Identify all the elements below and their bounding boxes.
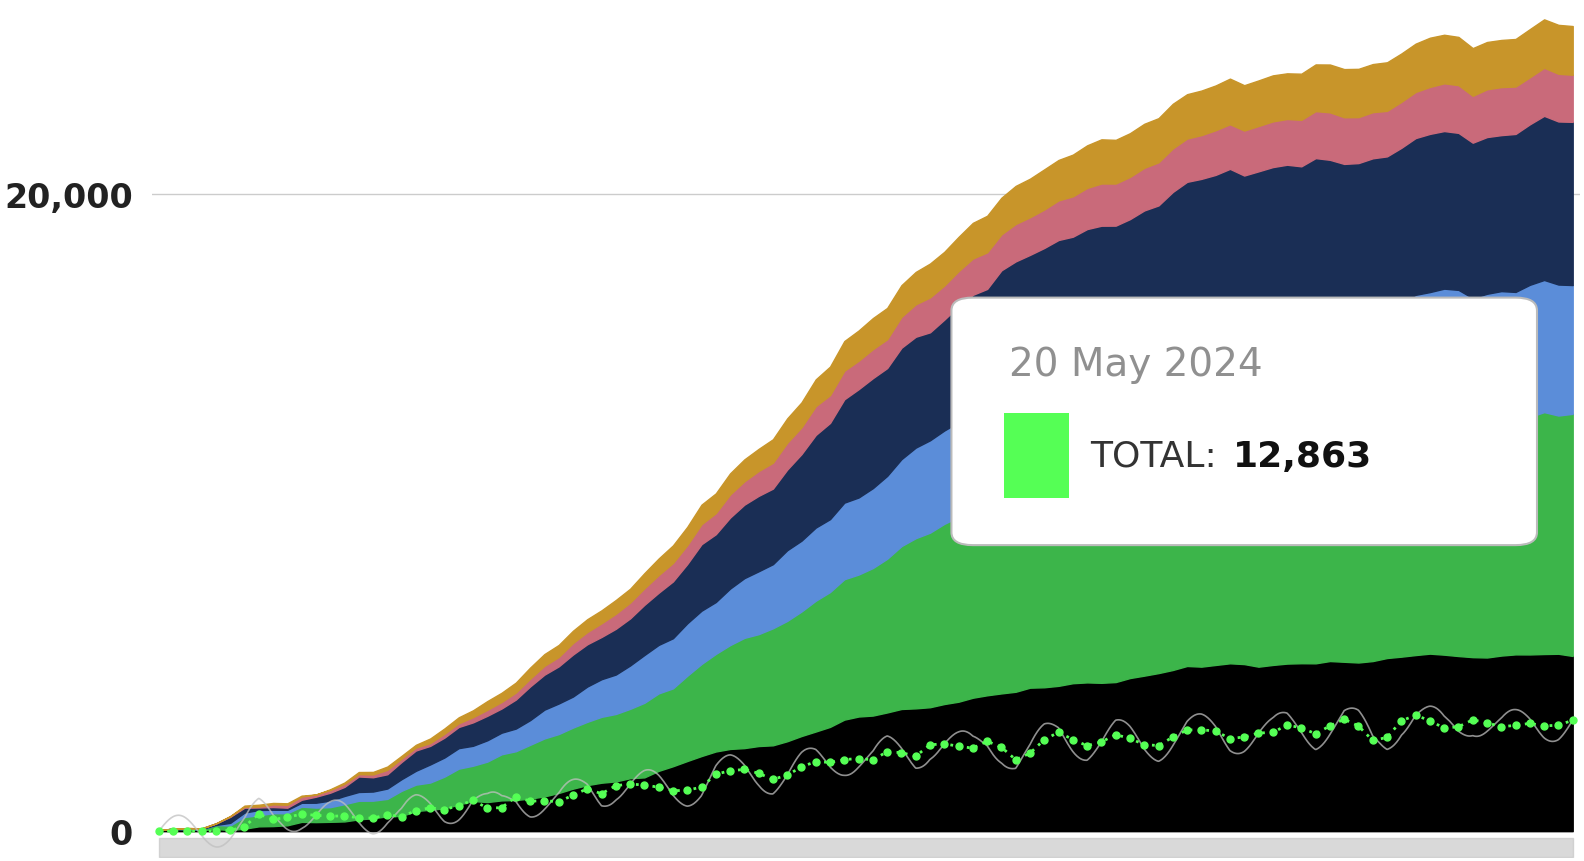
- FancyBboxPatch shape: [1004, 413, 1069, 499]
- Text: 20 May 2024: 20 May 2024: [1009, 345, 1262, 383]
- Text: 12,863: 12,863: [1232, 439, 1372, 473]
- Text: TOTAL:: TOTAL:: [1090, 439, 1217, 473]
- FancyBboxPatch shape: [952, 298, 1536, 546]
